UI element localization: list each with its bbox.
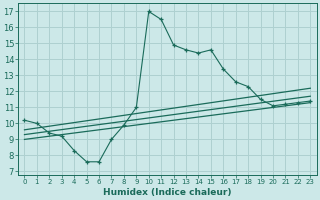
X-axis label: Humidex (Indice chaleur): Humidex (Indice chaleur) xyxy=(103,188,232,197)
